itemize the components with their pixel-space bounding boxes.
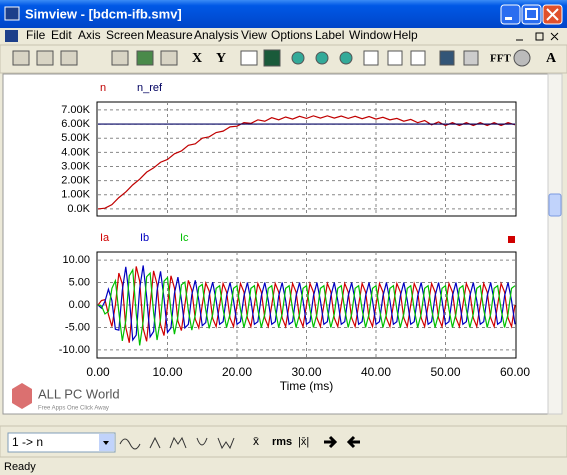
plot-area: [2, 73, 549, 415]
arrow-buttons[interactable]: [324, 435, 360, 449]
y-tick-label: 2.00K: [61, 175, 90, 187]
mdi-buttons[interactable]: [516, 32, 559, 41]
toolbar-button[interactable]: X: [192, 51, 202, 66]
maximize-button[interactable]: [521, 4, 542, 25]
selector[interactable]: [7, 432, 116, 453]
charts: 0.0K 1.00K 2.00K 3.00K 4.00K 5.00K 6.00K 7.00K n…: [59, 82, 531, 393]
x-tick-label: 30.00: [291, 365, 321, 379]
menu-item[interactable]: Label: [315, 28, 344, 42]
bottom-button[interactable]: rms: [272, 436, 292, 448]
menu-item[interactable]: Edit: [51, 28, 72, 42]
legend-label: Ib: [140, 232, 149, 244]
series-line: [97, 266, 516, 343]
y-tick-label: 3.00K: [61, 160, 90, 172]
status-text: Ready: [4, 461, 36, 473]
x-tick-label: 40.00: [361, 365, 391, 379]
app-icon: [4, 6, 20, 21]
toolbar-icons[interactable]: [12, 49, 531, 67]
x-tick-label: 10.00: [152, 365, 182, 379]
y-tick-label: 7.00K: [61, 104, 90, 116]
series-line: [97, 115, 516, 210]
x-axis-label: Time (ms): [280, 379, 334, 393]
vertical-scrollbar[interactable]: [547, 73, 563, 415]
y-tick-label: 5.00K: [61, 132, 90, 144]
legend-label: n: [100, 82, 106, 94]
series-line: [97, 268, 516, 346]
y-tick-label: 6.00K: [61, 118, 90, 130]
status-bar: [0, 458, 567, 475]
legend-label: Ia: [100, 232, 110, 244]
y-tick-label: 10.00: [62, 254, 90, 266]
menu-item[interactable]: Help: [393, 28, 418, 42]
menu-item[interactable]: View: [241, 28, 267, 42]
series-line: [97, 265, 516, 342]
menu-item[interactable]: Window: [349, 28, 392, 42]
y-tick-label: -5.00: [65, 321, 90, 333]
x-tick-label: 60.00: [500, 365, 530, 379]
y-tick-label: 1.00K: [61, 189, 90, 201]
menu-item[interactable]: Options: [271, 28, 312, 42]
watermark-logo: [12, 383, 32, 409]
menu-item[interactable]: Screen: [106, 28, 144, 42]
x-tick-label: 20.00: [222, 365, 252, 379]
title-bar: [0, 0, 567, 28]
y-tick-label: 0.0K: [67, 203, 90, 215]
y-tick-label: 4.00K: [61, 146, 90, 158]
menu-item[interactable]: Measure: [146, 28, 193, 42]
x-tick-label: 0.00: [86, 365, 110, 379]
bottom-button[interactable]: x̄: [253, 434, 259, 448]
bottom-button[interactable]: |x̄|: [298, 436, 309, 448]
menu-item[interactable]: File: [26, 28, 46, 42]
marker-square: [508, 236, 515, 243]
y-tick-label: -10.00: [59, 344, 90, 356]
scroll-thumb[interactable]: [548, 193, 562, 217]
watermark-title: ALL PC World: [38, 386, 120, 401]
toolbar: [0, 44, 567, 74]
selector-arrow-glyph: [103, 441, 109, 445]
doc-icon: [5, 30, 18, 42]
toolbar-button[interactable]: FFT: [490, 53, 511, 65]
menu-bar: [0, 28, 567, 45]
y-tick-label: 0.00: [69, 299, 90, 311]
watermark-subtitle: Free Apps One Click Away: [38, 406, 109, 412]
window-title: Simview - [bdcm-ifb.smv]: [25, 6, 182, 21]
toolbar-button[interactable]: A: [546, 51, 557, 66]
toolbar-button[interactable]: Y: [216, 51, 226, 66]
x-tick-label: 50.00: [430, 365, 460, 379]
close-button[interactable]: [542, 4, 563, 25]
menu-item[interactable]: Axis: [78, 28, 101, 42]
minimize-button[interactable]: [500, 4, 521, 25]
legend-label: Ic: [180, 232, 189, 244]
selector-value[interactable]: 1 -> n: [12, 435, 43, 449]
menu-item[interactable]: Analysis: [194, 28, 239, 42]
legend-label: n_ref: [137, 82, 163, 94]
bottom-icons[interactable]: [119, 436, 235, 450]
y-tick-label: 5.00: [69, 276, 90, 288]
